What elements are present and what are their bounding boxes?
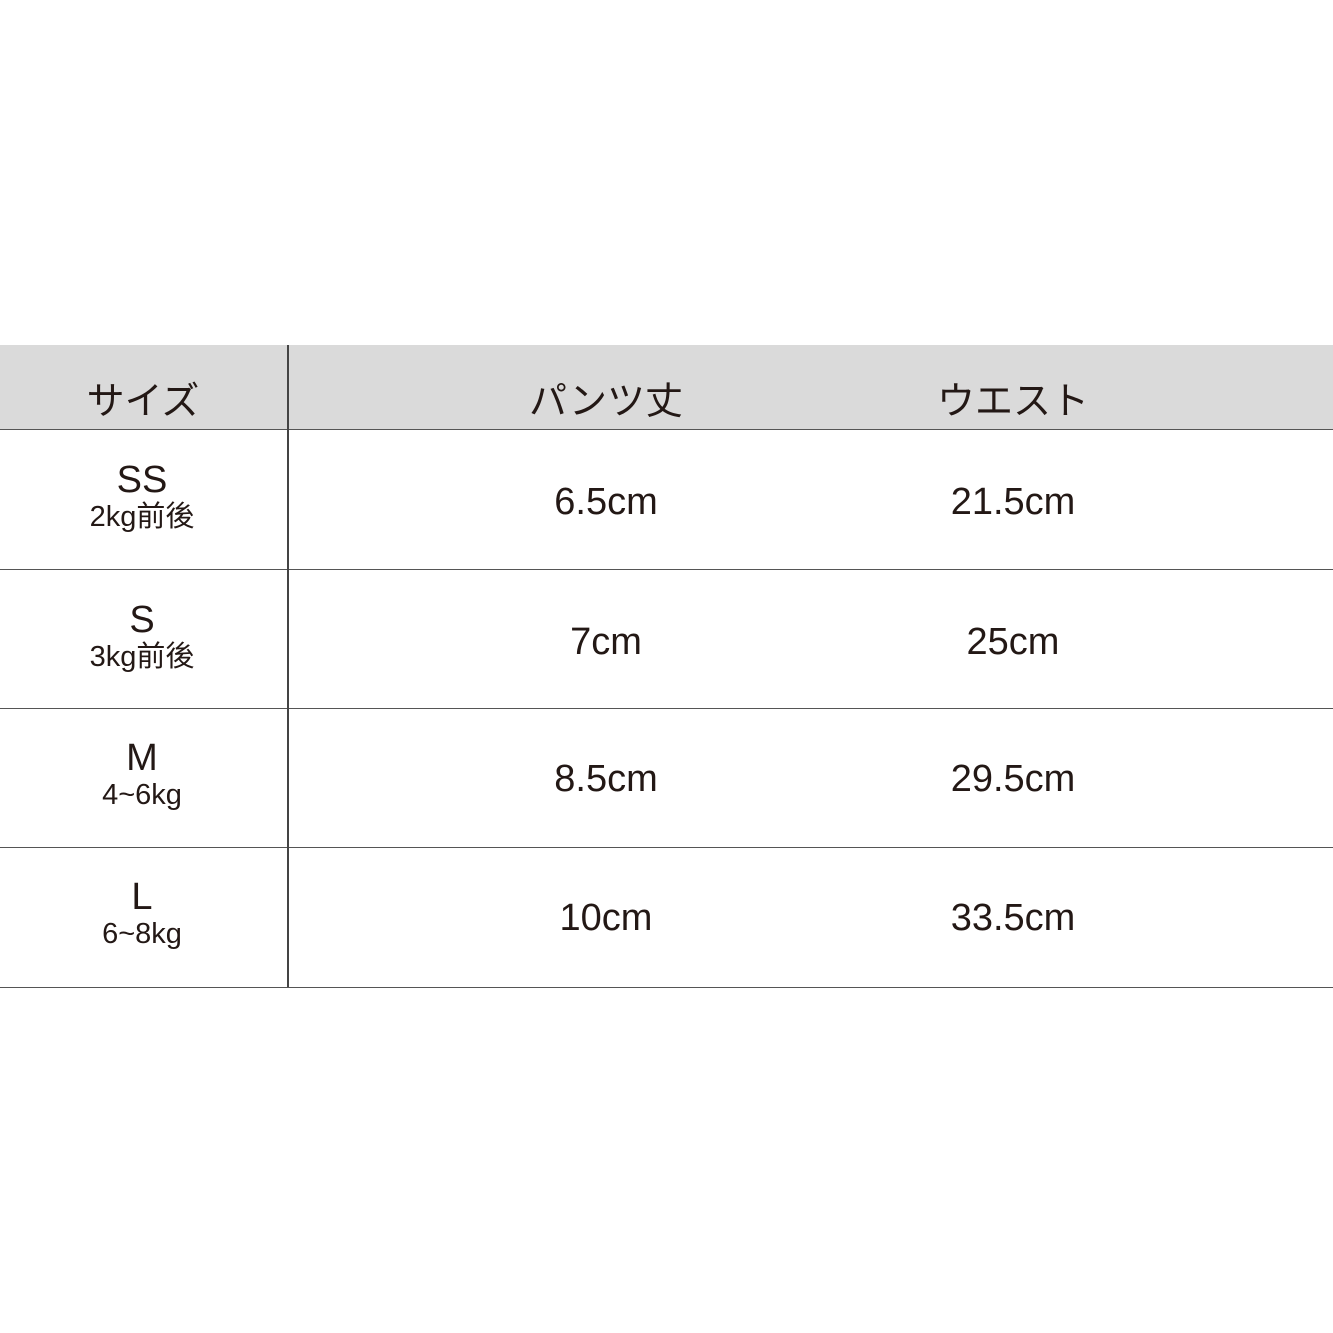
weight-label: 6~8kg [102, 918, 182, 950]
waist-value: 33.5cm [950, 897, 1076, 939]
waist-value: 25cm [966, 621, 1060, 663]
pants-length-value: 8.5cm [554, 758, 658, 800]
size-label: M [126, 737, 158, 779]
header-size: サイズ [86, 381, 200, 423]
weight-label: 2kg前後 [89, 501, 195, 533]
pants-length-value: 6.5cm [554, 481, 658, 523]
row-divider [0, 708, 1333, 709]
row-divider [0, 987, 1333, 988]
weight-label: 3kg前後 [89, 641, 195, 673]
row-divider [0, 569, 1333, 570]
pants-length-value: 10cm [559, 897, 653, 939]
pants-length-value: 7cm [570, 621, 642, 663]
table-row-size: M 4~6kg [102, 738, 182, 812]
table-row-size: L 6~8kg [102, 877, 182, 951]
waist-value: 21.5cm [950, 481, 1076, 523]
size-label: S [129, 599, 155, 641]
size-label: L [131, 876, 153, 918]
weight-label: 4~6kg [102, 779, 182, 811]
table-row-size: S 3kg前後 [90, 600, 195, 674]
table-row-size: SS 2kg前後 [90, 460, 195, 534]
size-label: SS [116, 459, 168, 501]
waist-value: 29.5cm [950, 758, 1076, 800]
header-waist: ウエスト [936, 381, 1090, 423]
header-pants-length: パンツ丈 [529, 381, 683, 423]
column-divider [287, 345, 289, 987]
row-divider [0, 847, 1333, 848]
table-header [0, 345, 1333, 430]
